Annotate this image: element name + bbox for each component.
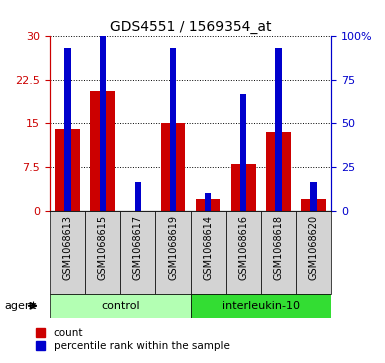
Text: GSM1068619: GSM1068619 (168, 215, 178, 280)
Bar (301, 199, 326, 211)
Bar (231, 164, 256, 211)
Bar (100, 25, 106, 211)
Bar (310, 182, 317, 211)
Text: GSM1068614: GSM1068614 (203, 215, 213, 280)
Bar (205, 193, 211, 211)
Bar (240, 94, 246, 211)
Text: control: control (101, 301, 140, 311)
Bar (64, 48, 71, 211)
FancyBboxPatch shape (191, 294, 331, 318)
Text: agent: agent (4, 301, 36, 311)
Bar (275, 48, 281, 211)
Bar (135, 182, 141, 211)
Text: interleukin-10: interleukin-10 (222, 301, 300, 311)
Bar (161, 123, 185, 211)
FancyBboxPatch shape (226, 211, 261, 294)
FancyBboxPatch shape (156, 211, 191, 294)
Bar (90, 91, 115, 211)
Text: GSM1068615: GSM1068615 (98, 215, 108, 280)
FancyBboxPatch shape (85, 211, 121, 294)
FancyBboxPatch shape (191, 211, 226, 294)
FancyBboxPatch shape (261, 211, 296, 294)
Bar (55, 129, 80, 211)
Text: GSM1068618: GSM1068618 (273, 215, 283, 280)
Text: GSM1068616: GSM1068616 (238, 215, 248, 280)
FancyBboxPatch shape (50, 211, 85, 294)
Bar (196, 199, 221, 211)
Title: GDS4551 / 1569354_at: GDS4551 / 1569354_at (110, 20, 271, 34)
FancyBboxPatch shape (121, 211, 156, 294)
Bar (170, 48, 176, 211)
Text: GSM1068617: GSM1068617 (133, 215, 143, 280)
Bar (266, 132, 291, 211)
Legend: count, percentile rank within the sample: count, percentile rank within the sample (36, 328, 229, 351)
FancyBboxPatch shape (296, 211, 331, 294)
FancyBboxPatch shape (50, 294, 191, 318)
Text: GSM1068620: GSM1068620 (308, 215, 318, 280)
Text: GSM1068613: GSM1068613 (63, 215, 73, 280)
